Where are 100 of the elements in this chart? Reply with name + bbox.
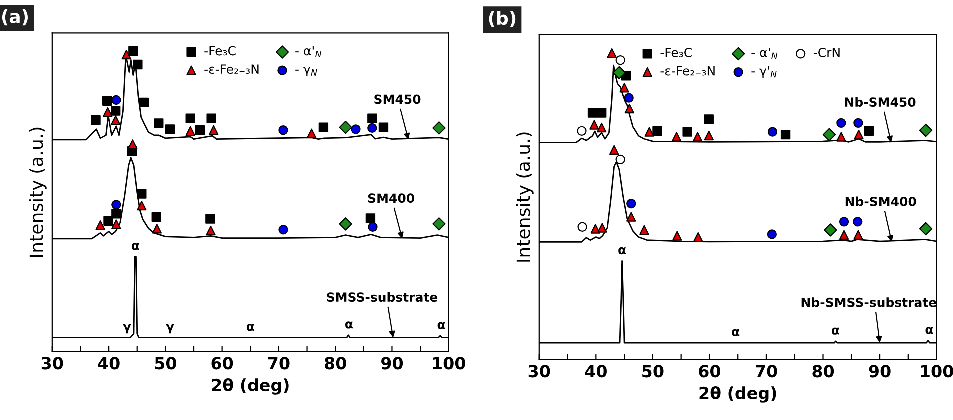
point [672,231,682,241]
x-tick-label: 50 [642,365,664,378]
point [616,55,626,66]
point [597,108,607,118]
point [652,126,662,136]
point [96,220,106,230]
point [590,120,600,130]
point [704,114,714,124]
annotation: γ [166,324,174,334]
x-tick-label: 80 [325,357,346,370]
annotation: α [926,327,934,334]
annotation: γ [123,324,132,334]
point [694,232,704,242]
point [206,214,216,224]
point [704,130,714,141]
x-tick-label: 60 [699,365,721,378]
point [152,224,162,234]
point [128,46,138,56]
point [626,199,636,209]
point [318,122,329,132]
annotation: SM400 [368,194,414,204]
point [368,222,378,232]
annotation: α [832,328,840,335]
annotation: α [618,247,626,255]
point [104,216,114,226]
point [919,124,933,138]
point [339,218,352,231]
point [854,230,864,240]
y-axis-title: Intensity (a.u.) [29,128,47,257]
point [378,122,389,132]
point [616,154,626,165]
annotation: Nb-SM450 [845,97,916,108]
point [598,223,608,233]
point [186,114,196,124]
x-tick-label: 70 [756,365,778,378]
point [206,226,216,236]
point [854,118,864,128]
point [128,140,138,150]
y-axis-title: Intensity (a.u.) [516,132,534,262]
point [780,130,791,140]
point [137,200,147,211]
x-tick-label: 40 [585,365,607,378]
point [133,60,143,70]
point [368,123,378,134]
x-tick-label: 50 [155,357,176,370]
annotation: α [438,322,446,330]
annotation: α [345,322,353,329]
annotation: α [132,243,140,250]
x-axis-title: 2θ (deg) [700,386,776,403]
chart-title: (a) [2,10,28,26]
x-tick-label: 40 [98,357,120,370]
point [152,212,162,222]
point [624,93,634,103]
point [137,189,147,199]
point [339,121,352,134]
x-tick-label: 100 [921,365,953,378]
x-tick-label: 80 [812,365,834,378]
point [854,130,864,140]
point [208,125,219,136]
x-tick-label: 70 [268,357,290,370]
x-tick-label: 30 [42,357,64,370]
point [672,132,682,142]
annotation: SMSS-substrate [327,292,438,302]
annotation: Nb-SMSS-substrate [802,298,937,308]
point [306,128,317,138]
chart-title: (b) [489,11,516,28]
point [111,116,121,126]
point [165,124,176,134]
legend-label: - α'$_{N}$ [752,48,778,60]
point [624,104,634,114]
x-tick-label: 90 [381,357,404,370]
x-tick-label: 30 [528,365,550,378]
point [839,230,850,240]
point [278,225,288,235]
annotation: α [246,324,254,332]
point [607,48,617,58]
point [112,209,122,219]
legend-label: - γ'$_{N}$ [752,66,777,78]
point [154,118,164,128]
point [597,122,607,133]
point [682,127,692,137]
annotation: Nb-SM400 [846,196,916,206]
point [366,214,376,224]
point [577,126,587,136]
point [824,224,838,237]
legend-label: -Fe₃C [204,46,236,56]
point [112,95,122,106]
point [612,66,626,80]
point [692,132,703,142]
point [112,220,122,230]
point [620,83,630,93]
x-axis-title: 2θ (deg) [212,378,289,395]
point [644,127,654,137]
point [626,212,636,222]
point [768,127,778,137]
point [836,118,846,128]
point [139,98,149,108]
point [351,124,361,134]
point [588,108,598,118]
x-tick-label: 60 [212,357,234,370]
